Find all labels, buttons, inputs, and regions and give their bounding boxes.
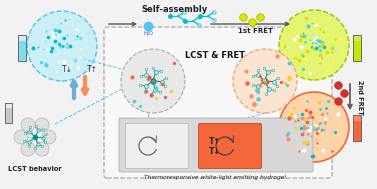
Circle shape xyxy=(27,11,97,81)
Circle shape xyxy=(279,10,349,80)
Circle shape xyxy=(42,130,56,144)
Circle shape xyxy=(14,130,28,144)
Circle shape xyxy=(21,118,35,132)
FancyBboxPatch shape xyxy=(353,35,361,61)
Circle shape xyxy=(121,49,185,113)
Text: 1st FRET: 1st FRET xyxy=(238,28,273,34)
FancyBboxPatch shape xyxy=(119,118,313,172)
Circle shape xyxy=(233,49,297,113)
Text: Thermoresponsive white-light emitting hydrogel: Thermoresponsive white-light emitting hy… xyxy=(144,174,286,180)
FancyBboxPatch shape xyxy=(353,115,361,141)
FancyBboxPatch shape xyxy=(5,103,12,123)
Text: Self-assembly: Self-assembly xyxy=(142,5,208,15)
Text: LCST & FRET: LCST & FRET xyxy=(185,51,245,60)
FancyBboxPatch shape xyxy=(126,123,188,169)
Circle shape xyxy=(279,92,349,162)
Text: LCST behavior: LCST behavior xyxy=(8,166,62,172)
FancyBboxPatch shape xyxy=(18,41,26,60)
FancyBboxPatch shape xyxy=(18,35,26,61)
FancyBboxPatch shape xyxy=(6,108,12,122)
FancyBboxPatch shape xyxy=(104,27,332,178)
Text: 2nd FRET: 2nd FRET xyxy=(357,80,363,115)
FancyBboxPatch shape xyxy=(199,123,262,169)
FancyBboxPatch shape xyxy=(354,121,360,140)
Circle shape xyxy=(35,142,49,156)
Circle shape xyxy=(21,142,35,156)
FancyBboxPatch shape xyxy=(354,41,360,60)
Text: T↓: T↓ xyxy=(209,146,221,156)
Circle shape xyxy=(35,118,49,132)
Text: T↑: T↑ xyxy=(209,136,221,146)
Text: H₂O: H₂O xyxy=(143,31,153,36)
Text: T↑: T↑ xyxy=(86,66,98,74)
Text: T↓: T↓ xyxy=(61,66,72,74)
